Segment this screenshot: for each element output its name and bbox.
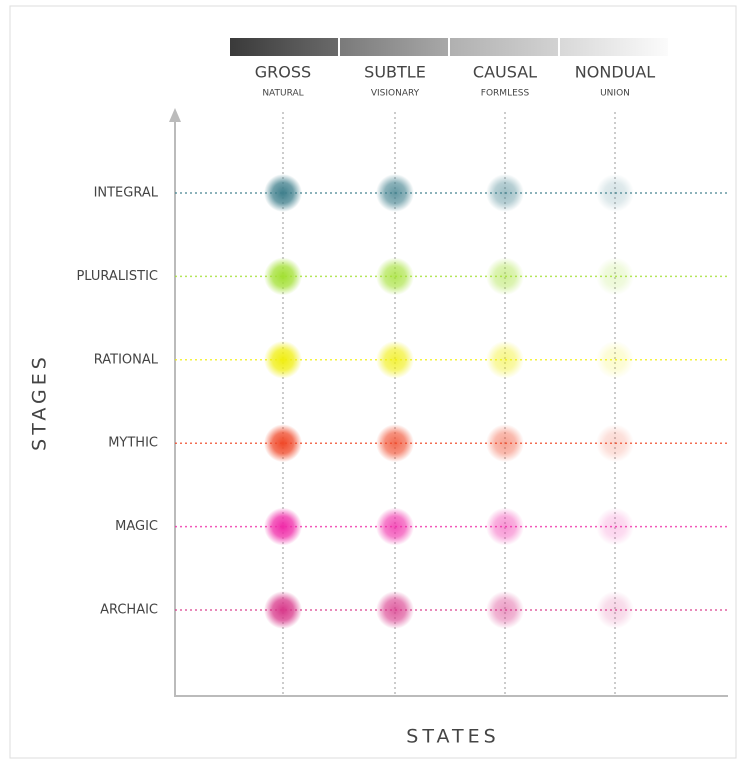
lattice-dot bbox=[264, 424, 302, 463]
lattice-dot bbox=[376, 591, 414, 629]
stage-name: MAGIC bbox=[115, 519, 158, 534]
lattice-dot bbox=[376, 507, 414, 546]
x-axis-label: STATES bbox=[406, 726, 499, 748]
state-bar bbox=[560, 38, 668, 56]
state-name: GROSS bbox=[255, 63, 311, 82]
y-axis-arrow bbox=[169, 108, 181, 122]
lattice-dot bbox=[264, 507, 302, 546]
lattice-dot bbox=[376, 174, 414, 212]
lattice-dot bbox=[264, 257, 302, 296]
lattice-dot bbox=[264, 174, 302, 212]
state-subtitle: FORMLESS bbox=[481, 89, 530, 99]
lattice-dot bbox=[486, 257, 524, 296]
lattice-dot bbox=[486, 174, 524, 212]
lattice-dot bbox=[596, 507, 634, 546]
lattice-dot bbox=[596, 591, 634, 629]
lattice-dot bbox=[596, 174, 634, 212]
y-axis-label: STAGES bbox=[29, 353, 51, 451]
lattice-dot bbox=[486, 591, 524, 629]
lattice-dot bbox=[486, 507, 524, 546]
state-name: SUBTLE bbox=[364, 63, 426, 82]
lattice-dot bbox=[264, 591, 302, 629]
state-subtitle: VISIONARY bbox=[371, 89, 420, 99]
lattice-dot bbox=[264, 340, 302, 379]
lattice-dot bbox=[376, 340, 414, 379]
stage-name: INTEGRAL bbox=[94, 186, 159, 201]
lattice-dot bbox=[376, 424, 414, 463]
lattice-dot bbox=[486, 340, 524, 379]
lattice-dot bbox=[486, 424, 524, 463]
card bbox=[9, 5, 737, 759]
lattice-dot bbox=[596, 424, 634, 463]
lattice-dot bbox=[376, 257, 414, 296]
stage-name: PLURALISTIC bbox=[76, 269, 158, 284]
state-subtitle: NATURAL bbox=[262, 89, 303, 99]
state-name: CAUSAL bbox=[473, 63, 537, 82]
state-bar bbox=[230, 38, 338, 56]
stage-name: RATIONAL bbox=[94, 352, 159, 367]
lattice-dot bbox=[596, 257, 634, 296]
stage-name: MYTHIC bbox=[108, 436, 158, 451]
lattice-dot bbox=[596, 340, 634, 379]
state-name: NONDUAL bbox=[575, 63, 656, 82]
state-bar bbox=[450, 38, 558, 56]
stage-name: ARCHAIC bbox=[100, 603, 158, 618]
state-bar bbox=[340, 38, 448, 56]
state-subtitle: UNION bbox=[600, 89, 630, 99]
